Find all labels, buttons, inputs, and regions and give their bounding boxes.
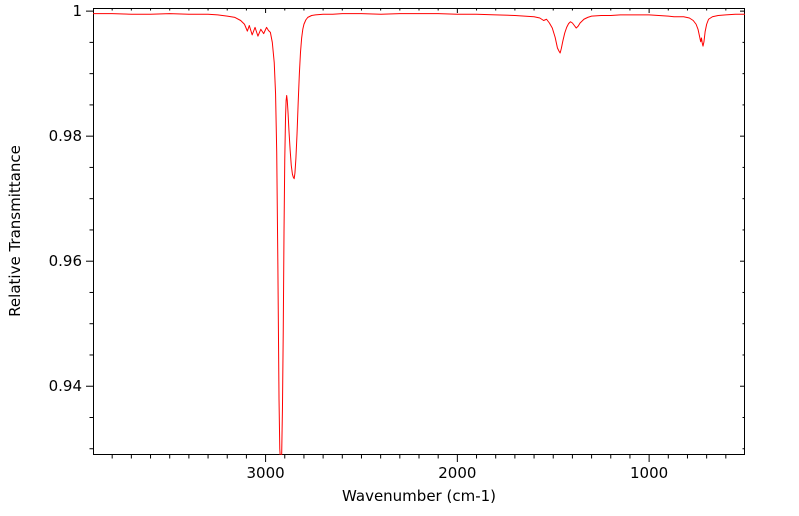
x-tick-label: 1000: [630, 464, 668, 482]
y-tick-label: 0.96: [49, 252, 82, 270]
plot-frame: [93, 8, 745, 455]
y-axis-label: Relative Transmittance: [6, 145, 24, 317]
x-axis-label: Wavenumber (cm-1): [342, 487, 496, 505]
y-tick-label: 0.98: [49, 127, 82, 145]
x-tick-label: 3000: [246, 464, 284, 482]
x-tick-label: 2000: [438, 464, 476, 482]
y-tick-label: 1: [72, 2, 82, 20]
y-tick-label: 0.94: [49, 377, 82, 395]
spectrum-line: [93, 13, 745, 455]
